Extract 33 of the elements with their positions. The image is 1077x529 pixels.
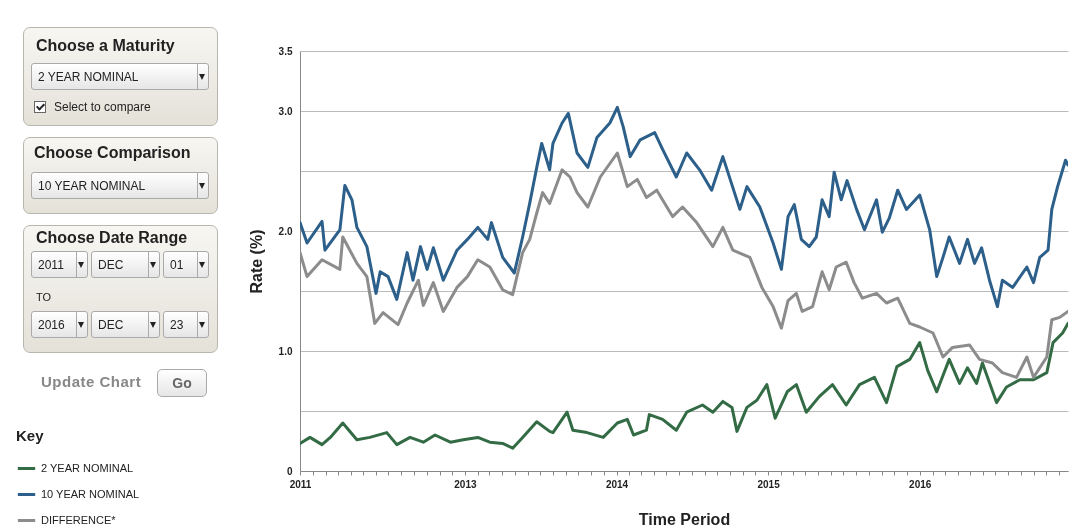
y-axis-title: Rate (%)	[247, 229, 265, 294]
text: 01	[163, 251, 209, 278]
y-tick-label: 3.0	[278, 105, 293, 117]
text: 2011	[31, 251, 88, 278]
x-tick-label: 2015	[757, 478, 781, 490]
legend-label: 2 YEAR NOMINAL	[41, 461, 134, 474]
line-series	[300, 105, 1068, 309]
line-series	[300, 321, 1068, 450]
y-tick-label: 0	[286, 465, 293, 477]
y-tick-label: 1.0	[278, 345, 293, 357]
text: Choose a Maturity	[36, 37, 175, 55]
legend-label: DIFFERENCE*	[41, 513, 117, 526]
x-axis-title: Time Period	[638, 510, 731, 528]
text: Select to compare	[54, 100, 151, 114]
x-tick-label: 2016	[909, 478, 932, 490]
text: DEC	[91, 311, 160, 338]
text: 2 YEAR NOMINAL	[31, 63, 209, 90]
text: Update Chart	[41, 373, 142, 390]
text: 10 YEAR NOMINAL	[31, 172, 209, 199]
text: TO	[36, 291, 52, 303]
text: Go	[157, 369, 207, 397]
legend-label: 10 YEAR NOMINAL	[41, 487, 140, 500]
x-tick-label: 2011	[289, 478, 312, 490]
y-tick-label: 2.0	[278, 225, 293, 237]
text: Choose Date Range	[36, 229, 188, 247]
legend-title: Key	[16, 427, 45, 444]
text: 23	[163, 311, 209, 338]
y-tick-label: 3.5	[278, 45, 293, 57]
text: Choose Comparison	[34, 144, 191, 162]
text: 2016	[31, 311, 88, 338]
x-tick-label: 2014	[605, 478, 629, 490]
x-tick-label: 2013	[454, 478, 477, 490]
text: DEC	[91, 251, 160, 278]
